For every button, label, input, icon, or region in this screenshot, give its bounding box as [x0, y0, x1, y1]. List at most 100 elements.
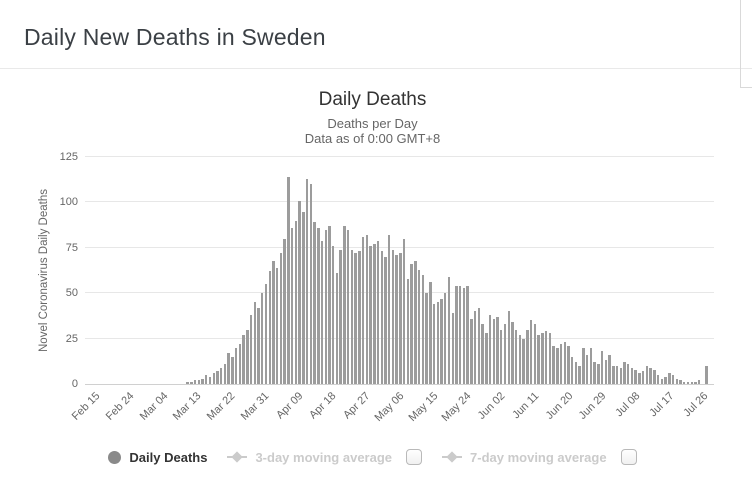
bar[interactable] [473, 311, 477, 384]
bar[interactable] [623, 362, 626, 384]
bar[interactable] [290, 227, 294, 384]
bar[interactable] [417, 269, 421, 384]
bar[interactable] [492, 318, 496, 384]
bar[interactable] [369, 246, 372, 384]
bar[interactable] [526, 329, 529, 384]
bar[interactable] [597, 364, 600, 384]
bar[interactable] [227, 353, 230, 384]
bar[interactable] [503, 324, 507, 384]
bar[interactable] [653, 369, 656, 384]
bar[interactable] [212, 373, 215, 384]
bar[interactable] [563, 342, 566, 384]
bar[interactable] [376, 240, 380, 384]
bar[interactable] [272, 260, 275, 384]
bar[interactable] [627, 364, 630, 384]
bar[interactable] [488, 315, 492, 384]
bar[interactable] [462, 287, 466, 384]
bar[interactable] [559, 344, 563, 384]
bar[interactable] [500, 329, 503, 384]
bar[interactable] [447, 276, 451, 384]
bar[interactable] [205, 374, 208, 384]
bar[interactable] [514, 329, 518, 384]
bar[interactable] [485, 333, 488, 384]
bar[interactable] [671, 374, 675, 384]
bar[interactable] [444, 293, 447, 384]
bar[interactable] [421, 275, 425, 384]
bar[interactable] [481, 324, 484, 384]
bar[interactable] [522, 338, 525, 384]
bar[interactable] [223, 364, 227, 384]
bar[interactable] [305, 178, 309, 384]
bar[interactable] [683, 382, 686, 384]
bar[interactable] [294, 220, 298, 384]
bar[interactable] [679, 380, 682, 384]
bar[interactable] [302, 211, 305, 384]
bar[interactable] [414, 260, 417, 384]
bar[interactable] [656, 374, 660, 384]
bar[interactable] [264, 284, 268, 384]
bar[interactable] [332, 246, 335, 384]
bar[interactable] [335, 273, 339, 384]
bar[interactable] [399, 253, 402, 384]
bar[interactable] [253, 302, 257, 384]
bar[interactable] [410, 264, 413, 384]
bar[interactable] [201, 378, 204, 384]
bar[interactable] [533, 324, 537, 384]
bar[interactable] [309, 184, 313, 384]
bar[interactable] [638, 373, 641, 384]
legend-item-3-day-moving-average[interactable]: 3-day moving average [227, 450, 392, 465]
bar[interactable] [593, 362, 596, 384]
bar[interactable] [275, 267, 279, 384]
bar[interactable] [574, 362, 578, 384]
bar[interactable] [429, 282, 432, 384]
bar[interactable] [686, 382, 690, 384]
bar[interactable] [697, 380, 701, 384]
bar[interactable] [391, 249, 395, 384]
bar[interactable] [615, 365, 619, 384]
bar[interactable] [630, 367, 634, 384]
bar[interactable] [343, 226, 346, 384]
bar[interactable] [641, 371, 645, 384]
bar[interactable] [358, 251, 361, 384]
legend-item-7-day-moving-average[interactable]: 7-day moving average [442, 450, 607, 465]
bar[interactable] [197, 380, 200, 384]
bar[interactable] [589, 347, 593, 384]
bar[interactable] [402, 238, 406, 384]
bar[interactable] [578, 365, 581, 384]
bar[interactable] [645, 365, 649, 384]
bar[interactable] [279, 253, 283, 384]
bar[interactable] [470, 318, 473, 384]
bar[interactable] [600, 351, 604, 384]
bar[interactable] [548, 333, 552, 384]
bar[interactable] [571, 356, 574, 384]
bar[interactable] [440, 298, 443, 384]
bar[interactable] [425, 293, 428, 384]
bar[interactable] [458, 285, 462, 384]
bar[interactable] [190, 382, 193, 384]
bar[interactable] [496, 316, 499, 384]
bar[interactable] [608, 354, 611, 384]
bar[interactable] [395, 255, 398, 384]
bar[interactable] [261, 293, 264, 384]
bar[interactable] [208, 376, 212, 384]
bar[interactable] [246, 329, 249, 384]
bar[interactable] [668, 373, 671, 384]
bar[interactable] [619, 367, 622, 384]
bar[interactable] [518, 335, 522, 384]
bar[interactable] [249, 315, 253, 384]
bar[interactable] [604, 360, 608, 384]
bar[interactable] [234, 347, 238, 384]
bar[interactable] [317, 227, 320, 384]
bar[interactable] [455, 285, 458, 384]
bar[interactable] [328, 226, 331, 384]
bar[interactable] [675, 378, 678, 384]
bar[interactable] [216, 371, 219, 384]
bar[interactable] [320, 240, 324, 384]
bar[interactable] [238, 344, 242, 384]
bar[interactable] [537, 335, 540, 384]
bar[interactable] [268, 271, 271, 384]
bar[interactable] [242, 335, 245, 384]
bar[interactable] [690, 382, 693, 384]
bar[interactable] [283, 238, 286, 384]
bar[interactable] [339, 249, 342, 384]
